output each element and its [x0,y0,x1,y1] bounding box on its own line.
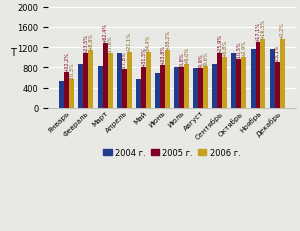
Text: +17,1%: +17,1% [256,22,260,42]
Text: +25,9%: +25,9% [217,33,222,53]
Bar [198,69,203,108]
Bar [236,60,242,108]
Bar [59,82,64,108]
Bar [136,79,141,108]
Bar [155,73,160,108]
Bar [242,58,246,108]
Bar [108,54,112,108]
Bar [165,51,170,108]
Bar [193,69,198,108]
Bar [280,39,285,108]
Bar [69,80,74,108]
Text: -20,3%: -20,3% [69,62,74,79]
Bar [250,50,256,108]
Text: -9,9%: -9,9% [198,54,203,68]
Bar [184,65,189,108]
Text: -0,8%: -0,8% [179,53,184,67]
Text: +31,5%: +31,5% [141,47,146,67]
Bar [83,54,88,108]
Text: +6,0%: +6,0% [184,47,189,64]
Bar [231,53,236,108]
Text: -17,8%: -17,8% [122,52,127,69]
Text: +38,2%: +38,2% [165,30,170,50]
Bar [127,53,132,108]
Bar [88,51,93,108]
Text: -17,8%: -17,8% [107,36,112,53]
Text: +62,4%: +62,4% [103,22,108,43]
Text: +8,8%: +8,8% [88,33,93,50]
Text: +6,8%: +6,8% [222,40,227,57]
Bar [103,43,108,108]
Bar [203,67,208,108]
Text: +0,2%: +0,2% [280,21,285,38]
Text: +2,9%: +2,9% [242,40,246,57]
Text: +21,1%: +21,1% [127,32,132,52]
Bar [64,73,69,108]
Bar [160,66,165,108]
Bar [141,67,146,108]
Y-axis label: Т: Т [10,48,16,58]
Bar [179,68,184,108]
Text: +16,5%: +16,5% [260,19,266,39]
Bar [274,63,280,108]
Text: +32,2%: +32,2% [64,52,69,72]
Bar [174,67,179,108]
Bar [212,65,217,108]
Bar [270,50,274,108]
Text: -34,4%: -34,4% [146,35,151,52]
Bar [122,70,127,108]
Text: -10,5%: -10,5% [236,42,242,59]
Legend: 2004 г., 2005 г., 2006 г.: 2004 г., 2005 г., 2006 г. [100,145,244,161]
Bar [217,54,222,108]
Bar [256,43,260,108]
Bar [98,67,103,108]
Text: -9,6%: -9,6% [203,51,208,66]
Text: +23,8%: +23,8% [160,45,165,65]
Text: +23,5%: +23,5% [83,33,88,53]
Bar [222,58,227,108]
Bar [146,53,151,108]
Bar [79,64,83,108]
Bar [117,54,122,108]
Text: -23,1%: -23,1% [274,45,280,62]
Bar [260,40,266,108]
